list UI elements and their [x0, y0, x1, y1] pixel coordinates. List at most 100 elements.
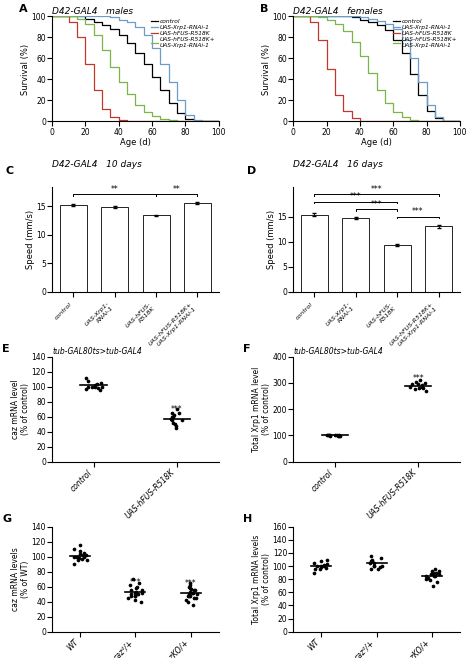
- Point: [189, 588, 197, 598]
- Y-axis label: caz mRNA level
(% of control): caz mRNA level (% of control): [10, 379, 30, 439]
- Point: [422, 386, 429, 396]
- Text: D42-GAL4   16 days: D42-GAL4 16 days: [293, 160, 383, 169]
- Text: E: E: [2, 344, 10, 355]
- Text: ***: ***: [371, 200, 383, 209]
- Point: [168, 411, 176, 422]
- Point: [173, 404, 181, 415]
- Bar: [342, 218, 369, 291]
- Point: [75, 553, 83, 563]
- Point: [415, 379, 422, 390]
- Point: [186, 583, 193, 594]
- Point: [368, 554, 375, 565]
- Y-axis label: Speed (mm/s): Speed (mm/s): [267, 209, 276, 268]
- Point: [138, 585, 146, 595]
- Text: D: D: [247, 166, 256, 176]
- Point: [192, 593, 200, 603]
- Text: A: A: [19, 4, 27, 14]
- Point: [186, 590, 193, 601]
- Text: ***: ***: [412, 207, 424, 216]
- Y-axis label: Survival (%): Survival (%): [262, 43, 271, 95]
- Text: ***: ***: [185, 579, 197, 588]
- Point: [377, 553, 385, 563]
- Point: [70, 544, 77, 555]
- Point: [132, 583, 139, 594]
- Point: [433, 567, 440, 578]
- Point: [173, 420, 180, 431]
- Y-axis label: Speed (mm/s): Speed (mm/s): [26, 209, 35, 268]
- Text: tub-GAL80ts>tub-GAL4: tub-GAL80ts>tub-GAL4: [52, 347, 142, 356]
- Point: [313, 561, 320, 571]
- Text: ***: ***: [350, 192, 362, 201]
- Text: B: B: [260, 4, 268, 14]
- Y-axis label: Total Xrp1 mRNA levels
(% of control): Total Xrp1 mRNA levels (% of control): [252, 534, 271, 624]
- Point: [98, 378, 105, 388]
- Point: [184, 596, 191, 607]
- Point: [188, 588, 196, 598]
- Point: [431, 564, 439, 574]
- Point: [79, 550, 87, 561]
- Point: [435, 566, 443, 576]
- Legend: control, UAS-Xrp1-RNAi-1, UAS-hFUS-R518K, UAS-hFUS-R518K+
UAS-Xrp1-RNAi-1: control, UAS-Xrp1-RNAi-1, UAS-hFUS-R518K…: [392, 19, 457, 48]
- Point: [91, 382, 99, 392]
- Point: [138, 588, 146, 598]
- Text: **: **: [111, 185, 118, 193]
- Point: [83, 555, 91, 566]
- Point: [133, 582, 141, 592]
- Point: [134, 589, 142, 599]
- Point: [70, 559, 77, 569]
- Point: [137, 596, 145, 607]
- Point: [312, 564, 319, 574]
- Point: [73, 551, 81, 562]
- Point: [172, 422, 180, 433]
- Point: [82, 384, 90, 394]
- Point: [91, 380, 99, 390]
- Point: [324, 559, 331, 569]
- Point: [98, 382, 105, 392]
- Text: G: G: [2, 515, 11, 524]
- Point: [76, 549, 83, 560]
- Point: [182, 595, 190, 605]
- Point: [81, 551, 88, 562]
- Point: [367, 555, 374, 566]
- Point: [73, 551, 80, 562]
- Point: [421, 378, 429, 388]
- Point: [170, 417, 177, 428]
- Point: [324, 430, 332, 441]
- Bar: [384, 245, 411, 291]
- Text: D42-GAL4   10 days: D42-GAL4 10 days: [52, 160, 142, 169]
- Point: [333, 430, 341, 440]
- Point: [84, 382, 92, 392]
- Point: [130, 574, 137, 584]
- Point: [170, 410, 177, 420]
- Text: C: C: [6, 166, 14, 176]
- X-axis label: Age (d): Age (d): [361, 138, 392, 147]
- Point: [323, 554, 330, 565]
- Point: [427, 569, 435, 579]
- Point: [128, 585, 135, 595]
- Point: [370, 561, 378, 571]
- Point: [186, 587, 194, 597]
- Point: [430, 567, 438, 578]
- Point: [375, 564, 383, 574]
- Point: [168, 415, 175, 426]
- Point: [191, 585, 198, 595]
- Point: [422, 574, 429, 584]
- Point: [79, 553, 86, 564]
- Point: [415, 383, 423, 393]
- Point: [320, 561, 328, 571]
- Y-axis label: Total Xrp1 mRNA level
(% of control): Total Xrp1 mRNA level (% of control): [252, 367, 271, 452]
- Text: D42-GAL4   males: D42-GAL4 males: [52, 7, 133, 16]
- Point: [326, 431, 334, 442]
- Point: [190, 593, 198, 603]
- Point: [186, 580, 194, 590]
- Point: [179, 415, 186, 426]
- Point: [367, 564, 375, 574]
- Point: [418, 382, 426, 392]
- Point: [336, 430, 343, 441]
- Point: [317, 555, 325, 566]
- Point: [185, 582, 193, 592]
- Text: ***: ***: [412, 374, 424, 383]
- Point: [128, 589, 135, 599]
- Point: [326, 429, 333, 440]
- Point: [367, 551, 375, 561]
